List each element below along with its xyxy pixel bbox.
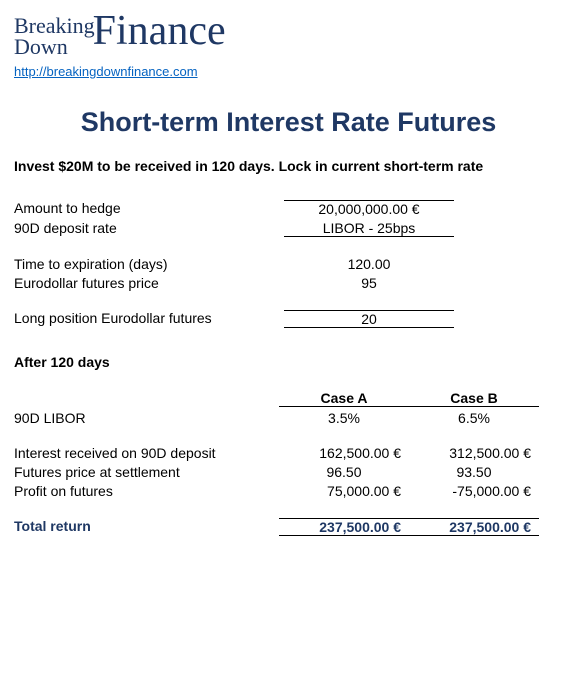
after-heading: After 120 days [14, 354, 563, 370]
long-value: 20 [284, 310, 454, 328]
case-header-spacer [14, 390, 279, 407]
futures-price-b: 93.50 [409, 464, 539, 480]
total-b: 237,500.00 € [409, 518, 539, 536]
rate-label: 90D deposit rate [14, 220, 284, 237]
page-title: Short-term Interest Rate Futures [14, 107, 563, 138]
interest-b: 312,500.00 € [409, 445, 539, 461]
parameters-block: Amount to hedge 20,000,000.00 € 90D depo… [14, 200, 563, 328]
tte-label: Time to expiration (days) [14, 256, 284, 272]
case-b-header: Case B [409, 390, 539, 407]
site-logo: Breaking Down Finance [14, 10, 563, 58]
case-a-header: Case A [279, 390, 409, 407]
scenario-text: Invest $20M to be received in 120 days. … [14, 158, 563, 174]
total-a: 237,500.00 € [279, 518, 409, 536]
profit-label: Profit on futures [14, 483, 279, 499]
profit-a: 75,000.00 € [279, 483, 409, 499]
tte-value: 120.00 [284, 256, 454, 272]
logo-prefix: Breaking Down [14, 16, 95, 58]
long-label: Long position Eurodollar futures [14, 310, 284, 328]
libor-a: 3.5% [279, 410, 409, 426]
site-url-link[interactable]: http://breakingdownfinance.com [14, 64, 198, 79]
profit-b: -75,000.00 € [409, 483, 539, 499]
interest-label: Interest received on 90D deposit [14, 445, 279, 461]
libor-b: 6.5% [409, 410, 539, 426]
edf-value: 95 [284, 275, 454, 291]
futures-price-a: 96.50 [279, 464, 409, 480]
total-label: Total return [14, 518, 279, 536]
interest-a: 162,500.00 € [279, 445, 409, 461]
futures-price-label: Futures price at settlement [14, 464, 279, 480]
libor-label: 90D LIBOR [14, 410, 279, 426]
amount-label: Amount to hedge [14, 200, 284, 217]
logo-word-down: Down [14, 37, 95, 58]
rate-value: LIBOR - 25bps [284, 220, 454, 237]
logo-word-finance: Finance [93, 10, 226, 52]
edf-label: Eurodollar futures price [14, 275, 284, 291]
cases-table: Case A Case B 90D LIBOR 3.5% 6.5% Intere… [14, 390, 563, 536]
amount-value: 20,000,000.00 € [284, 200, 454, 217]
